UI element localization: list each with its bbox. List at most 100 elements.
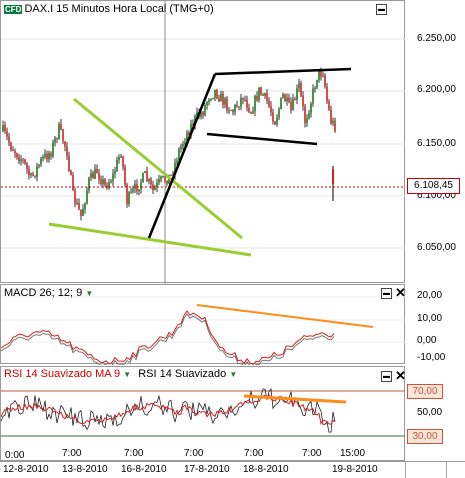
macd-label: MACD 26; 12; 9 — [4, 287, 83, 299]
macd-title[interactable]: MACD 26; 12; 9 ▼ — [4, 287, 93, 299]
candle-body — [146, 171, 148, 182]
wedge-upper-trendline — [73, 97, 243, 240]
candle-body — [318, 70, 320, 80]
candle-body — [236, 105, 238, 107]
candle-body — [240, 97, 242, 107]
time-axis[interactable] — [0, 461, 465, 478]
candle-body — [44, 153, 46, 157]
candle-body — [166, 180, 168, 184]
candle-body — [326, 86, 328, 102]
candle-body — [130, 191, 132, 193]
chevron-down-icon[interactable]: ▼ — [123, 370, 132, 379]
candle-body — [212, 97, 214, 99]
candle-body — [18, 157, 20, 162]
candle-body — [298, 82, 300, 89]
axis-divider — [405, 462, 406, 478]
candle-body — [222, 93, 224, 105]
rsi-divergence-line — [243, 394, 347, 404]
candle-body — [158, 179, 160, 183]
candle-body — [40, 158, 42, 165]
channel-upper-line — [214, 67, 352, 76]
candle-body — [208, 99, 210, 103]
rsi-level-70-badge: 70,00 — [407, 384, 443, 399]
candle-body — [192, 124, 194, 126]
candle-body — [2, 125, 4, 131]
candle-body — [294, 98, 296, 101]
chart-title-text: DAX.I 15 Minutos Hora Local (TMG+0) — [24, 3, 214, 15]
minimize-icon[interactable]: ▬ — [381, 371, 392, 382]
candle-body — [160, 176, 162, 180]
chart-title: CFD DAX.I 15 Minutos Hora Local (TMG+0) — [4, 3, 214, 15]
candle-body — [94, 168, 96, 179]
candle-body — [184, 142, 186, 144]
rsi-chart[interactable] — [0, 367, 406, 462]
candle-body — [120, 156, 122, 158]
candle-body — [188, 132, 190, 136]
candle-body — [312, 88, 314, 104]
candle-body — [12, 149, 14, 151]
candle-body — [14, 150, 16, 154]
macd-tick: -10,00 — [417, 352, 446, 363]
price-pane[interactable]: CFD DAX.I 15 Minutos Hora Local (TMG+0) ▬… — [0, 0, 465, 284]
macd-scale[interactable] — [405, 284, 465, 364]
rsi-scale[interactable] — [405, 366, 465, 461]
candle-body — [80, 209, 82, 216]
candle-body — [50, 153, 52, 157]
candle-body — [190, 124, 192, 136]
candle-body — [254, 95, 256, 112]
rsi-plot[interactable] — [0, 366, 406, 462]
price-plot[interactable] — [0, 0, 406, 284]
price-scale[interactable] — [405, 0, 465, 283]
candle-body — [264, 93, 266, 96]
close-icon[interactable]: ✕ — [395, 285, 406, 300]
chevron-down-icon[interactable]: ▼ — [85, 289, 94, 298]
candle-body — [206, 102, 208, 106]
minimize-icon[interactable]: ▬ — [376, 4, 387, 15]
candle-body — [290, 101, 292, 110]
rsi-line — [0, 388, 336, 433]
candle-body — [66, 146, 68, 156]
candle-body — [182, 143, 184, 147]
candle-body — [258, 87, 260, 101]
candle-body — [256, 95, 258, 101]
macd-plot[interactable] — [0, 284, 406, 369]
candle-body — [148, 179, 150, 182]
rsi-pane[interactable]: RSI 14 Suavizado MA 9 ▼ RSI 14 Suavizado… — [0, 366, 465, 461]
price-tick: 6.150,00 — [417, 138, 456, 149]
price-tick: 6.200,00 — [417, 84, 456, 95]
candle-body — [270, 106, 272, 113]
candle-body — [78, 202, 80, 210]
candle-body — [92, 173, 94, 179]
macd-pane[interactable]: MACD 26; 12; 9 ▼ ▬ ✕ 20,00 10,00 0,00 -1… — [0, 284, 465, 369]
candle-body — [24, 159, 26, 164]
candle-body — [176, 160, 178, 163]
candle-body — [48, 153, 50, 160]
macd-chart[interactable] — [0, 285, 406, 369]
candle-body — [26, 163, 28, 170]
breakout-line — [147, 73, 217, 239]
minimize-icon[interactable]: ▬ — [381, 288, 392, 299]
candle-body — [162, 176, 164, 178]
candle-body — [314, 88, 316, 90]
rsi-title[interactable]: RSI 14 Suavizado MA 9 ▼ RSI 14 Suavizado… — [4, 368, 237, 380]
chevron-down-icon[interactable]: ▼ — [229, 370, 238, 379]
candle-body — [106, 184, 108, 189]
close-icon[interactable]: ✕ — [395, 368, 406, 383]
date-label: 12-8-2010 — [3, 464, 49, 475]
candle-body — [64, 141, 66, 147]
candle-body — [320, 70, 322, 77]
candle-body — [238, 106, 240, 108]
candle-body — [248, 107, 250, 113]
candle-body — [60, 123, 62, 130]
candle-body — [230, 110, 232, 112]
candle-body — [140, 182, 142, 190]
candle-body — [62, 129, 64, 142]
candle-body — [244, 99, 246, 101]
hour-label: 7:00 — [62, 448, 82, 459]
candle-body — [170, 174, 172, 176]
candle-body — [104, 179, 106, 185]
price-chart[interactable] — [1, 1, 406, 284]
candle-body — [38, 164, 40, 167]
candle-body — [70, 170, 72, 176]
candle-body — [310, 103, 312, 114]
